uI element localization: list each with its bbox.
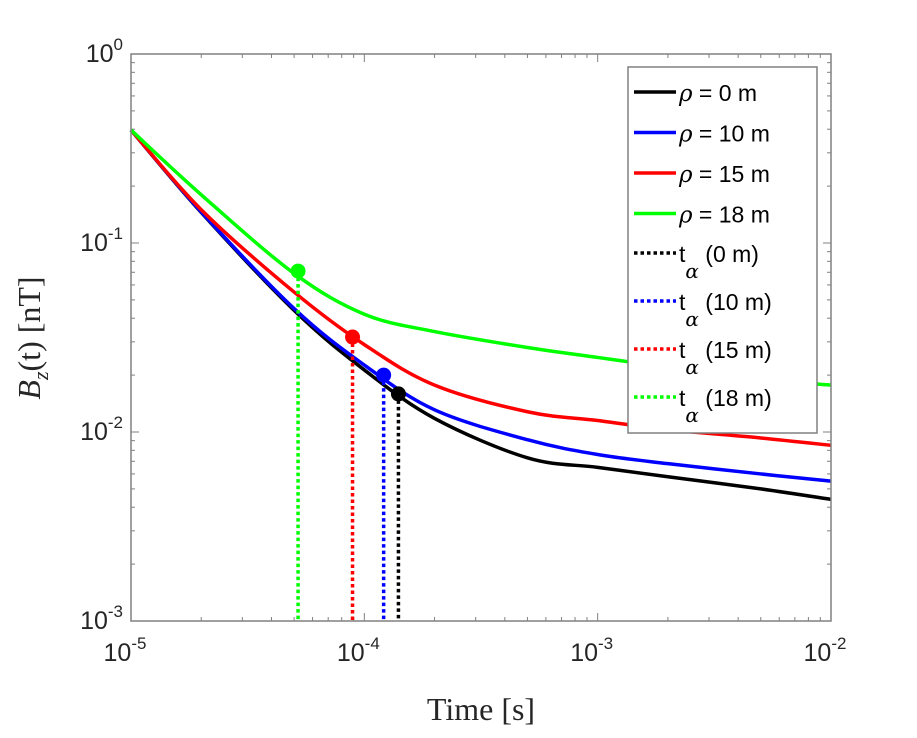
t-alpha-marker-0: [390, 386, 406, 402]
legend-box: [627, 66, 818, 434]
tick-base: 10: [80, 607, 108, 635]
legend-text: = 10 m: [693, 121, 770, 147]
tick-base: 10: [86, 40, 114, 68]
tick-exponent: -3: [108, 602, 123, 621]
legend-entry-label: ρ = 10 m: [678, 121, 770, 148]
y-tick-label: 10-2: [80, 413, 123, 446]
legend-entry-label: tα (18 m): [679, 385, 772, 427]
legend-text: (15 m): [699, 337, 772, 363]
legend-sub: α: [685, 403, 699, 427]
tick-exponent: -2: [831, 634, 846, 653]
tick-exponent: 0: [114, 35, 123, 54]
legend-text: (0 m): [699, 241, 759, 267]
legend-entry-label: ρ = 15 m: [678, 161, 770, 188]
legend-text: (18 m): [699, 385, 772, 411]
legend-greek: ρ: [678, 203, 693, 229]
legend-entry-label: tα (15 m): [679, 337, 772, 379]
legend-base: t: [679, 241, 686, 267]
tick-base: 10: [570, 639, 598, 667]
tick-base: 10: [104, 639, 132, 667]
legend-entry-label: tα (0 m): [679, 241, 759, 283]
tick-base: 10: [80, 229, 108, 257]
legend-base: t: [679, 337, 686, 363]
legend-sub: α: [685, 307, 699, 331]
y-tick-label: 100: [86, 35, 123, 68]
tick-base: 10: [804, 639, 832, 667]
legend-entry-label: ρ = 0 m: [678, 80, 757, 107]
legend-entry-label: tα (10 m): [679, 289, 772, 331]
x-tick-label: 10-4: [337, 634, 380, 667]
legend-text: (10 m): [699, 289, 772, 315]
t-alpha-marker-1: [376, 367, 392, 383]
x-axis-label: Time [s]: [427, 691, 535, 727]
legend-greek: ρ: [678, 122, 693, 148]
x-tick-label: 10-2: [804, 634, 847, 667]
tick-exponent: -3: [598, 634, 613, 653]
tick-exponent: -2: [108, 413, 123, 432]
axes-box: [130, 53, 832, 622]
tick-exponent: -4: [365, 634, 380, 653]
legend-base: t: [679, 385, 686, 411]
tick-exponent: -1: [108, 224, 123, 243]
legend-base: t: [679, 289, 686, 315]
y-axis-label: Bz(t) [nT]: [11, 276, 53, 399]
t-alpha-marker-2: [345, 329, 361, 345]
legend-sub: α: [685, 355, 699, 379]
y-tick-label: 10-1: [80, 224, 123, 257]
tick-exponent: -5: [131, 634, 146, 653]
legend-text: = 18 m: [693, 202, 770, 228]
legend-sub: α: [685, 259, 699, 283]
legend-greek: ρ: [678, 81, 693, 107]
x-tick-label: 10-5: [104, 634, 147, 667]
tick-base: 10: [337, 639, 365, 667]
markers-group: [290, 263, 406, 621]
y-tick-label: 10-3: [80, 602, 123, 635]
series-line-1: [129, 128, 832, 483]
x-tick-label: 10-3: [570, 634, 613, 667]
legend: ρ = 0 mρ = 10 mρ = 15 mρ = 18 mtα (0 m)t…: [627, 66, 818, 434]
tick-base: 10: [80, 418, 108, 446]
legend-greek: ρ: [678, 162, 693, 188]
t-alpha-marker-3: [290, 263, 306, 279]
legend-text: = 0 m: [693, 80, 758, 106]
legend-entry-label: ρ = 18 m: [678, 202, 770, 229]
legend-text: = 15 m: [693, 161, 770, 187]
